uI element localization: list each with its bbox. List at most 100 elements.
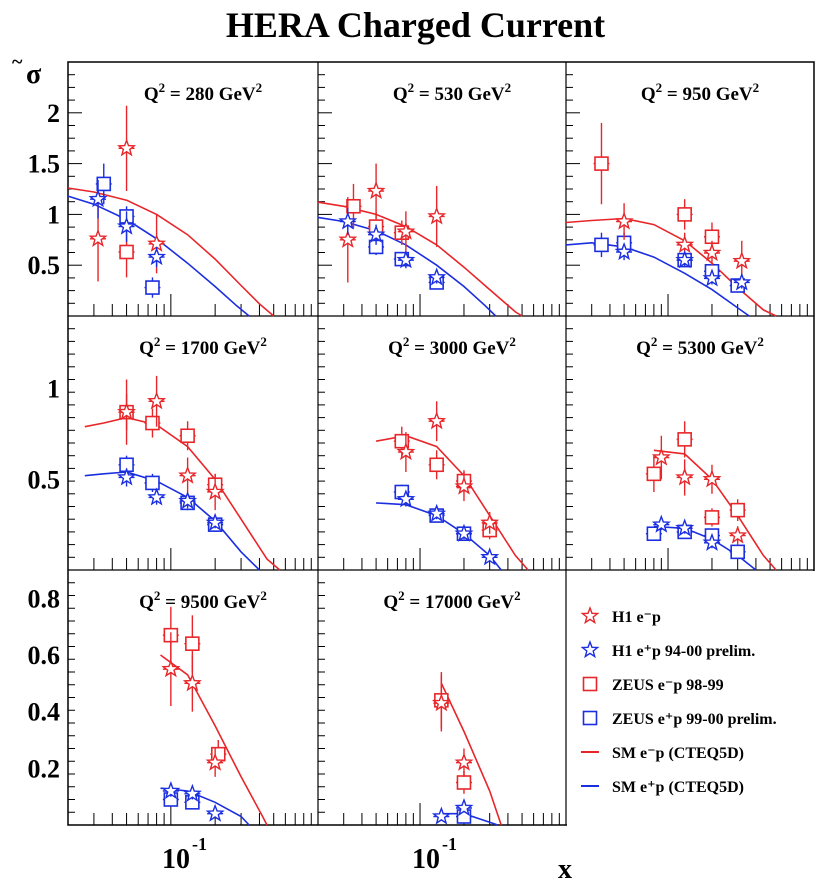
sm-em-curve (653, 449, 777, 571)
h1-ep-point (147, 246, 167, 268)
legend-cell (567, 571, 831, 887)
y-axis-symbol: σ (26, 59, 42, 90)
zeus-em-point (345, 183, 362, 229)
zeus-em-point (428, 450, 445, 480)
panel-label: Q2 = 5300 GeV2 (636, 334, 764, 359)
square-marker (145, 415, 160, 431)
legend-square-icon (582, 710, 598, 726)
sm-ep-curve (67, 195, 250, 317)
panel-q2-950: Q2 = 950 GeV2 (565, 80, 777, 317)
legend-item-h1-ep: H1 e⁺p 94-00 prelim. (580, 640, 755, 660)
star-marker (161, 780, 181, 800)
panel-label: Q2 = 9500 GeV2 (139, 588, 267, 613)
star-marker (728, 525, 748, 544)
star-marker (454, 476, 474, 495)
square-marker (704, 510, 720, 525)
y-axes: 0.5 1 1.5 2 0.5 1 0.2 0.4 0.6 0.8 (28, 99, 61, 784)
h1-em-point (702, 240, 722, 266)
star-marker (431, 693, 451, 712)
h1-em-point (205, 748, 225, 777)
h1-em-point (480, 511, 500, 534)
zeus-em-point (645, 455, 662, 492)
star-marker (147, 487, 167, 506)
star-marker (651, 514, 671, 533)
zeus-em-point (729, 499, 746, 522)
panel-label: Q2 = 3000 GeV2 (388, 334, 516, 359)
star-marker (427, 411, 447, 430)
star-marker (454, 752, 474, 771)
h1-ep-point (147, 487, 167, 506)
star-marker (178, 465, 198, 484)
y-tick-label: 0.8 (28, 584, 61, 613)
square-marker (346, 198, 361, 214)
star-marker (614, 211, 634, 230)
legend-star-icon (580, 640, 600, 659)
star-marker (454, 523, 474, 542)
h1-em-point (396, 211, 416, 252)
square-marker (456, 775, 472, 790)
x-tick-exp-2: -1 (442, 834, 457, 854)
star-marker (480, 512, 500, 531)
star-marker (396, 250, 416, 269)
h1-ep-point (427, 267, 447, 286)
h1-ep-point (88, 179, 108, 219)
h1-ep-point (396, 489, 416, 508)
star-marker (427, 503, 447, 522)
legend-star-icon (580, 606, 600, 625)
h1-ep-point (116, 467, 137, 487)
h1-ep-point (431, 806, 451, 825)
h1-ep-point (205, 803, 225, 822)
sm-ep-curve (160, 787, 250, 826)
h1-ep-point (675, 250, 695, 269)
star-marker (454, 797, 474, 817)
sm-ep-curve (441, 812, 498, 826)
square-marker (677, 207, 692, 222)
square-marker (429, 457, 444, 473)
y-tick-label: 0.4 (28, 698, 61, 727)
x-tick-label-1: 10 (162, 844, 190, 875)
h1-ep-point (702, 268, 722, 287)
panel-q2-530: Q2 = 530 GeV2 (317, 80, 523, 317)
h1-ep-point (651, 514, 671, 533)
h1-em-point (116, 105, 137, 192)
panel-q2-17000: Q2 = 17000 GeV2 (383, 588, 521, 826)
h1-ep-point (454, 523, 474, 542)
zeus-ep-point (729, 544, 746, 560)
panel-q2-280: Q2 = 280 GeV2 (67, 80, 275, 317)
star-marker (116, 216, 137, 235)
star-marker (116, 138, 137, 157)
square-marker (96, 176, 112, 192)
y-tick-label: 0.5 (28, 465, 61, 494)
star-marker (161, 659, 181, 678)
h1-ep-point (366, 224, 386, 245)
zeus-em-point (676, 421, 693, 458)
zeus-em-point (676, 199, 693, 230)
x-axis: 10 -1 10 -1 x (162, 834, 572, 885)
panel-label: Q2 = 1700 GeV2 (139, 334, 267, 359)
x-tick-label-2: 10 (412, 844, 440, 875)
h1-ep-point (116, 211, 137, 242)
panel-label: Q2 = 17000 GeV2 (383, 588, 520, 613)
y-tick-label: 0.5 (28, 251, 61, 280)
panel-q2-9500: Q2 = 9500 GeV2 (139, 588, 268, 826)
star-marker (702, 532, 722, 551)
h1-ep-point (454, 797, 474, 817)
sm-em-curve (440, 682, 502, 826)
y-tick-label: 0.6 (28, 641, 61, 670)
square-marker (677, 432, 692, 447)
sm-ep-curve (565, 241, 750, 317)
star-marker (702, 268, 722, 287)
star-marker (702, 242, 722, 262)
y-tick-label: 1 (47, 375, 60, 404)
h1-em-point (702, 464, 722, 494)
zeus-ep-point (593, 232, 610, 258)
square-marker (730, 502, 745, 518)
sm-em-curve (160, 654, 268, 826)
square-marker (180, 428, 195, 444)
star-marker (431, 806, 451, 825)
star-marker (675, 467, 695, 486)
square-marker (594, 237, 609, 253)
panel-q2-3000: Q2 = 3000 GeV2 (375, 334, 529, 571)
h1-em-point (178, 457, 198, 494)
